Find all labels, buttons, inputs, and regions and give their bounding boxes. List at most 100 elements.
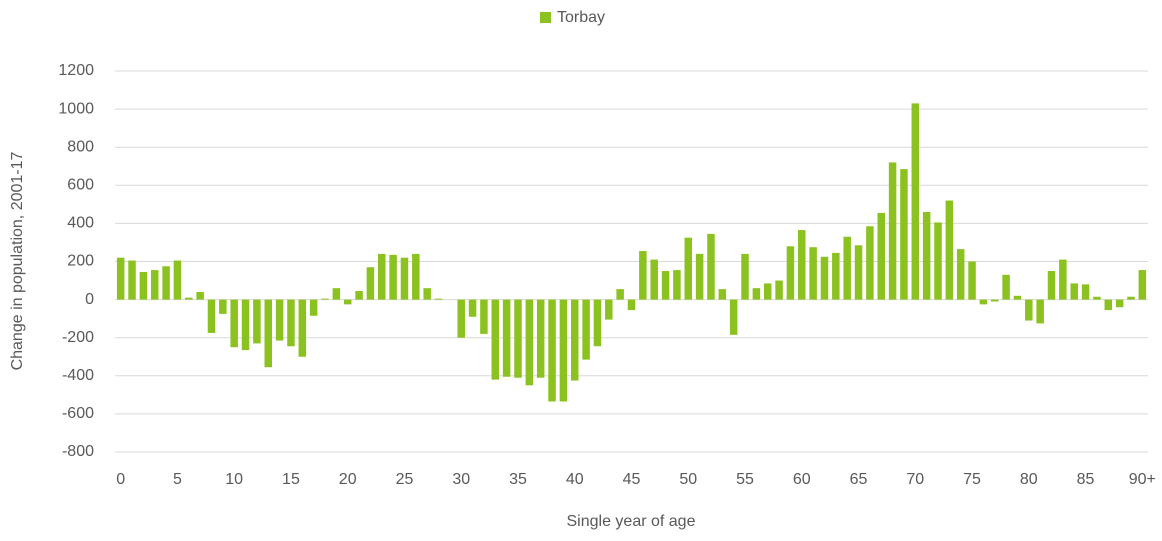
y-axis-title: Change in population, 2001-17 xyxy=(9,151,26,370)
x-tick-label: 10 xyxy=(225,471,243,488)
bar xyxy=(1025,299,1033,321)
bar xyxy=(627,299,636,311)
x-tick-label: 50 xyxy=(679,471,697,488)
bar xyxy=(309,299,318,316)
bar xyxy=(922,211,931,300)
y-tick-label: -200 xyxy=(62,329,94,346)
bar xyxy=(128,260,136,300)
bar xyxy=(366,267,375,300)
bar xyxy=(605,299,613,320)
bar xyxy=(196,291,204,300)
x-tick-label: 5 xyxy=(173,471,182,488)
bar xyxy=(502,299,511,377)
bar xyxy=(979,299,988,305)
x-tick-label: 85 xyxy=(1077,471,1095,488)
bar xyxy=(1002,274,1010,300)
bar xyxy=(298,299,307,357)
bar xyxy=(207,299,216,333)
bar xyxy=(911,103,920,300)
y-tick-label: 1200 xyxy=(58,62,94,79)
bar xyxy=(945,200,954,300)
y-tick-label: 200 xyxy=(67,253,94,270)
x-tick-label: 20 xyxy=(339,471,357,488)
bar xyxy=(934,222,942,300)
bar xyxy=(1138,270,1147,300)
bar xyxy=(741,253,749,300)
bar xyxy=(536,299,545,378)
bar xyxy=(332,288,341,300)
bar xyxy=(1013,295,1022,300)
bar xyxy=(423,288,431,300)
bar xyxy=(116,257,125,300)
bar xyxy=(219,299,227,314)
x-tick-label: 70 xyxy=(906,471,924,488)
x-tick-label: 60 xyxy=(793,471,811,488)
x-axis-title: Single year of age xyxy=(567,513,696,530)
bar xyxy=(866,226,874,300)
bar xyxy=(389,254,397,300)
bar xyxy=(264,299,272,368)
bar xyxy=(253,299,261,344)
x-tick-label: 65 xyxy=(850,471,868,488)
x-tick-label: 75 xyxy=(963,471,981,488)
bar xyxy=(1115,299,1124,308)
y-tick-label: 800 xyxy=(67,138,94,155)
bar xyxy=(139,271,148,300)
bar xyxy=(798,230,806,300)
bar xyxy=(763,283,772,300)
bar xyxy=(707,233,715,300)
bar xyxy=(525,299,534,386)
bar xyxy=(661,271,670,300)
legend-swatch xyxy=(540,12,551,23)
x-tick-label: 80 xyxy=(1020,471,1038,488)
bar xyxy=(275,299,284,341)
bar xyxy=(378,253,386,300)
y-tick-label: -800 xyxy=(62,443,94,460)
bar xyxy=(400,257,409,300)
bar xyxy=(1127,296,1135,300)
bar xyxy=(287,299,295,347)
bar xyxy=(752,288,761,300)
bar xyxy=(355,291,363,300)
bar xyxy=(150,270,159,300)
bar xyxy=(343,299,352,305)
bar xyxy=(809,247,817,300)
bar xyxy=(991,299,999,302)
bar xyxy=(684,237,693,300)
bar xyxy=(775,280,783,300)
bar xyxy=(241,299,250,351)
x-tick-label: 30 xyxy=(452,471,470,488)
y-tick-label: 0 xyxy=(85,291,94,308)
bar xyxy=(718,289,727,300)
bar xyxy=(162,266,170,300)
bar xyxy=(843,236,851,300)
bar xyxy=(900,169,908,300)
x-tick-label: 55 xyxy=(736,471,754,488)
bar xyxy=(582,299,590,360)
bar xyxy=(1047,271,1056,300)
legend-label: Torbay xyxy=(557,9,605,26)
bar xyxy=(457,299,465,338)
bar xyxy=(1036,299,1044,324)
bar xyxy=(786,246,795,300)
y-tick-label: -400 xyxy=(62,367,94,384)
x-tick-label: 0 xyxy=(116,471,125,488)
bar xyxy=(729,299,738,335)
bar xyxy=(491,299,500,380)
bar xyxy=(185,297,193,300)
bar xyxy=(570,299,579,381)
bar xyxy=(1093,296,1101,300)
bar xyxy=(673,270,681,300)
bar xyxy=(854,245,863,300)
y-tick-label: 1000 xyxy=(58,100,94,117)
bar xyxy=(639,251,647,300)
bar xyxy=(650,259,658,300)
bar xyxy=(548,299,556,402)
bar xyxy=(888,162,897,300)
x-tick-label: 15 xyxy=(282,471,300,488)
y-tick-label: 600 xyxy=(67,177,94,194)
bar xyxy=(412,253,420,300)
bar xyxy=(1059,259,1067,300)
bar xyxy=(820,256,829,300)
